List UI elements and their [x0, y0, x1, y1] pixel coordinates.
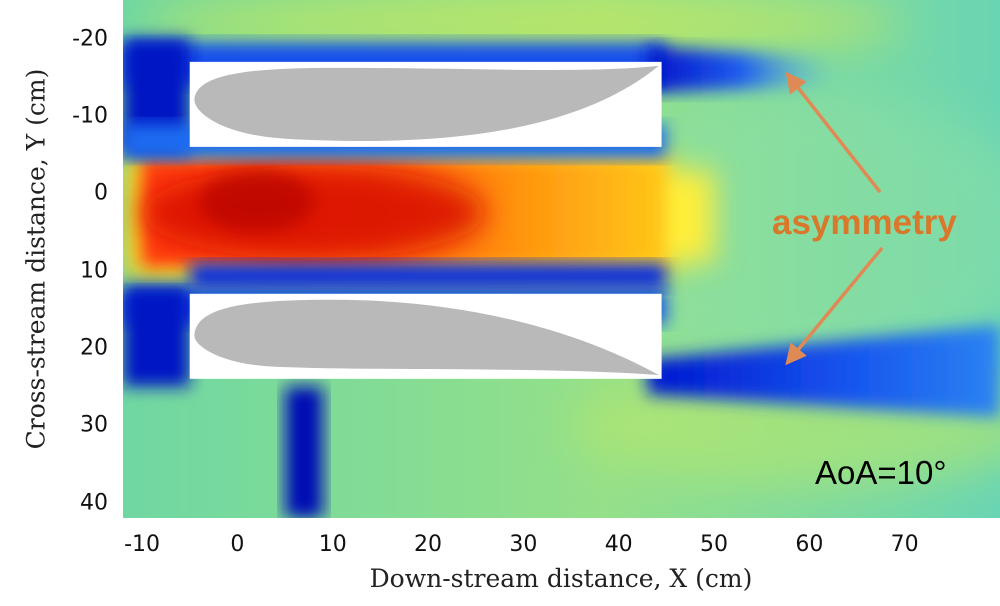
- x-tick-label: 70: [890, 532, 919, 557]
- y-tick-label: 40: [80, 490, 108, 516]
- y-tick-label: 20: [80, 335, 108, 361]
- y-axis-label: Cross-stream distance, Y (cm): [21, 68, 51, 450]
- field-midright: [571, 92, 1000, 372]
- heatmap-svg: [123, 0, 1000, 518]
- annotation-asymmetry: asymmetry: [772, 203, 957, 242]
- y-tick-label: 0: [94, 180, 108, 206]
- wake-lower: [647, 324, 1000, 418]
- y-tick-label: -20: [72, 26, 108, 52]
- lower-airfoil: [194, 299, 659, 375]
- upper-airfoil: [194, 65, 659, 141]
- jet-peak-dark: [199, 170, 314, 232]
- y-tick-label: -10: [72, 103, 108, 129]
- y-tick-label: 10: [80, 258, 108, 284]
- lower-leading-region: [123, 286, 190, 387]
- x-tick-label: -10: [124, 532, 161, 557]
- jet-peak: [142, 166, 486, 259]
- heatmap-plot-area: [123, 0, 1000, 518]
- x-tick-label: 50: [700, 532, 729, 557]
- field-yellowish-top: [142, 0, 905, 55]
- airfoil-layer: [189, 61, 662, 379]
- x-tick-label: 60: [795, 532, 824, 557]
- annotation-aoa: AoA=10°: [815, 454, 947, 491]
- x-tick-label: 0: [230, 532, 245, 557]
- x-axis-label: Down-stream distance, X (cm): [369, 564, 753, 593]
- x-tick-label: 10: [318, 532, 347, 557]
- y-tick-label: 30: [80, 412, 108, 438]
- lower-inner-edge: [189, 262, 667, 290]
- x-tick-label: 40: [604, 532, 633, 557]
- x-tick-label: 30: [509, 532, 538, 557]
- support-rod: [285, 386, 324, 518]
- x-tick-label: 20: [414, 532, 443, 557]
